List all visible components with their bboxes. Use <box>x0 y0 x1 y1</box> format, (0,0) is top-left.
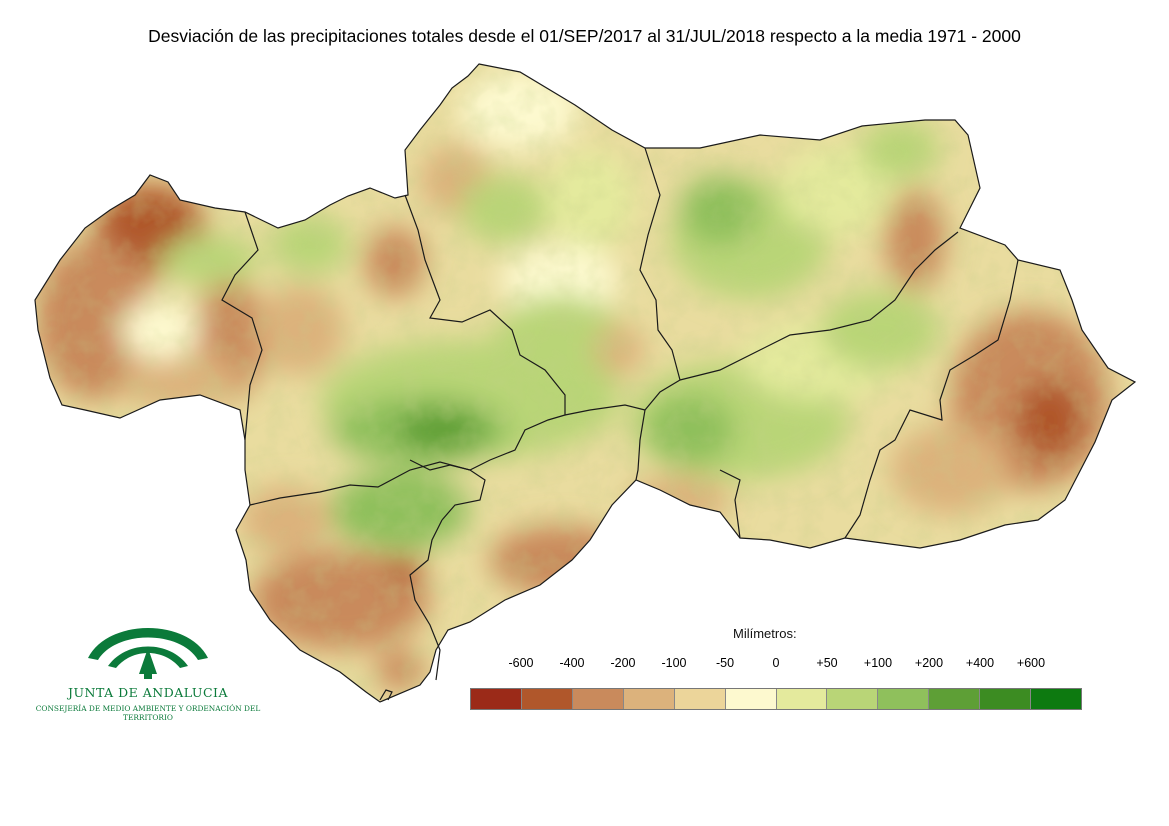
legend-swatch <box>827 689 879 709</box>
legend-label: -50 <box>715 656 735 670</box>
legend-label: -100 <box>661 656 687 670</box>
boundary-cordoba-granada-malaga <box>564 404 646 481</box>
legend-label: -600 <box>508 656 534 670</box>
boundary-granada-malaga-coast <box>719 469 741 539</box>
legend-label: +600 <box>1016 656 1046 670</box>
gibraltar-outline <box>379 689 393 701</box>
province-boundaries <box>34 63 1136 703</box>
legend-title: Milímetros: <box>733 626 797 641</box>
legend-label: +400 <box>965 656 995 670</box>
legend-label: +200 <box>914 656 944 670</box>
map-title: Desviación de las precipitaciones totale… <box>148 26 1021 46</box>
legend-color-bar <box>470 688 1082 710</box>
logo-name: JUNTA DE ANDALUCIA <box>68 685 228 700</box>
legend-label: +50 <box>816 656 838 670</box>
boundary-jaen-granada <box>679 231 959 381</box>
boundary-granada-almeria <box>844 259 1019 539</box>
legend-swatch <box>623 689 675 709</box>
legend-swatch <box>1031 689 1082 709</box>
legend-label: -200 <box>610 656 636 670</box>
boundary-sevilla-cordoba <box>404 194 566 471</box>
legend-label: 0 <box>772 656 780 670</box>
legend-label: +100 <box>863 656 893 670</box>
legend-swatch <box>674 689 726 709</box>
legend-swatch <box>980 689 1032 709</box>
legend-swatch <box>776 689 828 709</box>
legend-swatch <box>521 689 573 709</box>
legend-labels: -600 -400 -200 -100 -50 0 +50 +100 +200 +400 +600 <box>470 656 1082 674</box>
boundary-cadiz-malaga <box>409 519 443 681</box>
legend-swatch <box>572 689 624 709</box>
boundary-huelva-sevilla <box>221 211 263 441</box>
logo-emblem-icon <box>88 628 208 679</box>
legend-swatch <box>725 689 777 709</box>
legend-swatch <box>471 689 522 709</box>
boundary-sevilla-cadiz <box>249 461 486 521</box>
legend-swatch <box>929 689 981 709</box>
legend-swatch <box>878 689 930 709</box>
logo-subtitle: CONSEJERÍA DE MEDIO AMBIENTE Y ORDENACIÓ… <box>35 704 261 722</box>
junta-andalucia-logo: JUNTA DE ANDALUCIA CONSEJERÍA DE MEDIO A… <box>18 608 278 722</box>
boundary-cordoba-jaen <box>639 147 681 411</box>
legend-label: -400 <box>559 656 585 670</box>
